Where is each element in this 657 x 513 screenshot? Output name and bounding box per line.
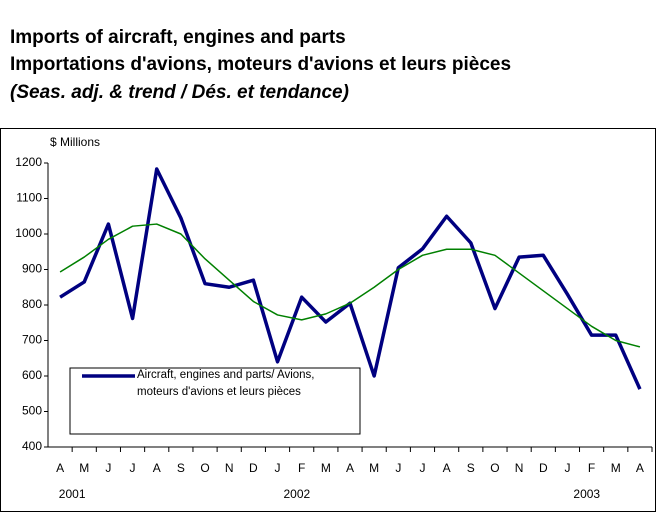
y-tick-label: 400 bbox=[22, 439, 42, 453]
series-line bbox=[59, 223, 641, 348]
x-tick-label: M bbox=[369, 461, 379, 475]
x-tick-label: M bbox=[321, 461, 331, 475]
y-tick-label: 900 bbox=[22, 262, 42, 276]
chart-title: Imports of aircraft, engines and parts bbox=[10, 27, 346, 48]
x-tick-label: J bbox=[130, 461, 136, 475]
y-tick-label: 800 bbox=[22, 297, 42, 311]
x-tick-label: J bbox=[564, 461, 570, 475]
year-label: 2002 bbox=[283, 487, 310, 501]
y-tick-label: 500 bbox=[22, 404, 42, 418]
x-tick-label: J bbox=[419, 461, 425, 475]
x-tick-label: N bbox=[515, 461, 524, 475]
x-tick-label: A bbox=[346, 461, 354, 475]
y-tick-label: 600 bbox=[22, 368, 42, 382]
x-tick-label: A bbox=[153, 461, 161, 475]
x-tick-label: A bbox=[443, 461, 451, 475]
y-tick-label: 1000 bbox=[15, 226, 42, 240]
y-tick-label: 1200 bbox=[15, 155, 42, 169]
x-tick-label: A bbox=[56, 461, 64, 475]
x-tick-label: M bbox=[611, 461, 621, 475]
y-tick-label: 700 bbox=[22, 333, 42, 347]
x-tick-label: J bbox=[275, 461, 281, 475]
legend-label: Aircraft, engines and parts/ Avions, mot… bbox=[137, 369, 315, 398]
x-tick-label: F bbox=[588, 461, 595, 475]
year-label: 2003 bbox=[573, 487, 600, 501]
x-tick-label: O bbox=[200, 461, 209, 475]
legend-box bbox=[69, 367, 361, 435]
x-tick-label: D bbox=[539, 461, 548, 475]
x-tick-label: M bbox=[79, 461, 89, 475]
chart-note: (Seas. adj. & trend / Dés. et tendance) bbox=[10, 82, 349, 103]
x-tick-label: J bbox=[105, 461, 111, 475]
x-tick-label: S bbox=[467, 461, 475, 475]
x-tick-label: F bbox=[298, 461, 305, 475]
x-tick-label: S bbox=[177, 461, 185, 475]
chart-subtitle: Importations d'avions, moteurs d'avions … bbox=[10, 54, 511, 75]
year-label: 2001 bbox=[59, 487, 86, 501]
series-line bbox=[59, 167, 642, 390]
x-tick-label: O bbox=[490, 461, 499, 475]
x-tick-label: N bbox=[225, 461, 234, 475]
y-axis-label: $ Millions bbox=[50, 135, 100, 149]
frame bbox=[0, 128, 656, 512]
x-tick-label: A bbox=[636, 461, 644, 475]
x-tick-label: D bbox=[249, 461, 258, 475]
y-tick-label: 1100 bbox=[16, 191, 42, 205]
x-tick-label: J bbox=[395, 461, 401, 475]
